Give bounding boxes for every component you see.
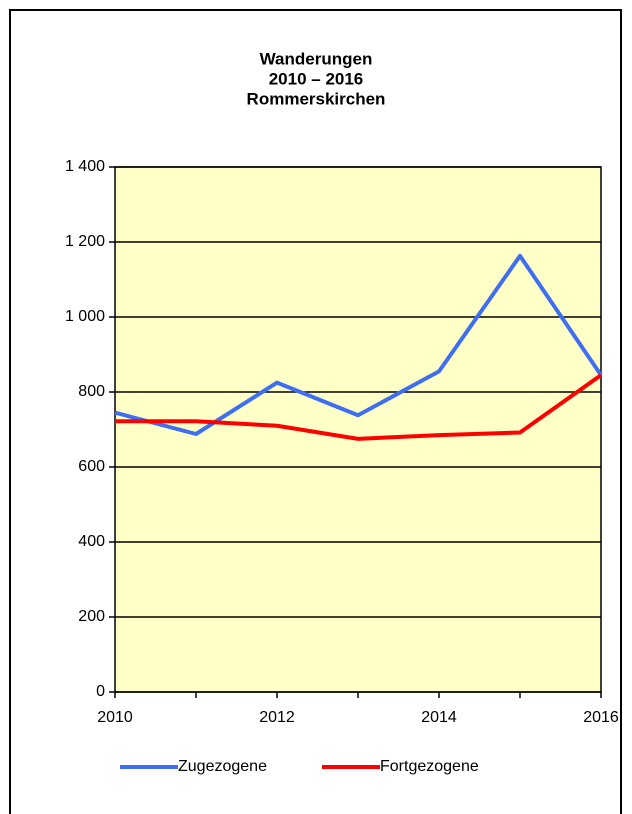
y-tick-label: 200 xyxy=(78,608,105,625)
series-line xyxy=(115,373,603,441)
x-tick-label: 2014 xyxy=(421,709,457,726)
legend-label: Zugezogene xyxy=(178,758,267,775)
y-tick-label: 1 400 xyxy=(65,158,105,175)
y-tick-label: 800 xyxy=(78,383,105,400)
chart-title: 2010 – 2016 xyxy=(269,69,364,88)
legend-label: Fortgezogene xyxy=(380,758,479,775)
x-tick-label: 2010 xyxy=(97,709,133,726)
y-tick-label: 600 xyxy=(78,458,105,475)
y-tick-label: 400 xyxy=(78,533,105,550)
x-tick-label: 2012 xyxy=(259,709,295,726)
series-line xyxy=(114,253,603,436)
y-tick-label: 0 xyxy=(96,683,105,700)
x-tick-label: 2016 xyxy=(583,709,619,726)
plot-area xyxy=(114,166,602,693)
chart-title: Rommerskirchen xyxy=(247,89,386,108)
y-tick-label: 1 000 xyxy=(65,308,105,325)
y-tick-label: 1 200 xyxy=(65,233,105,250)
chart-title: Wanderungen xyxy=(260,49,373,68)
